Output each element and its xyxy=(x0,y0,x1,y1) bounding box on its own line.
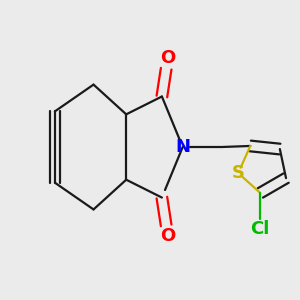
Text: Cl: Cl xyxy=(250,220,270,238)
Text: S: S xyxy=(232,164,245,182)
Text: N: N xyxy=(175,138,190,156)
Text: O: O xyxy=(160,227,176,245)
Text: O: O xyxy=(160,49,176,67)
